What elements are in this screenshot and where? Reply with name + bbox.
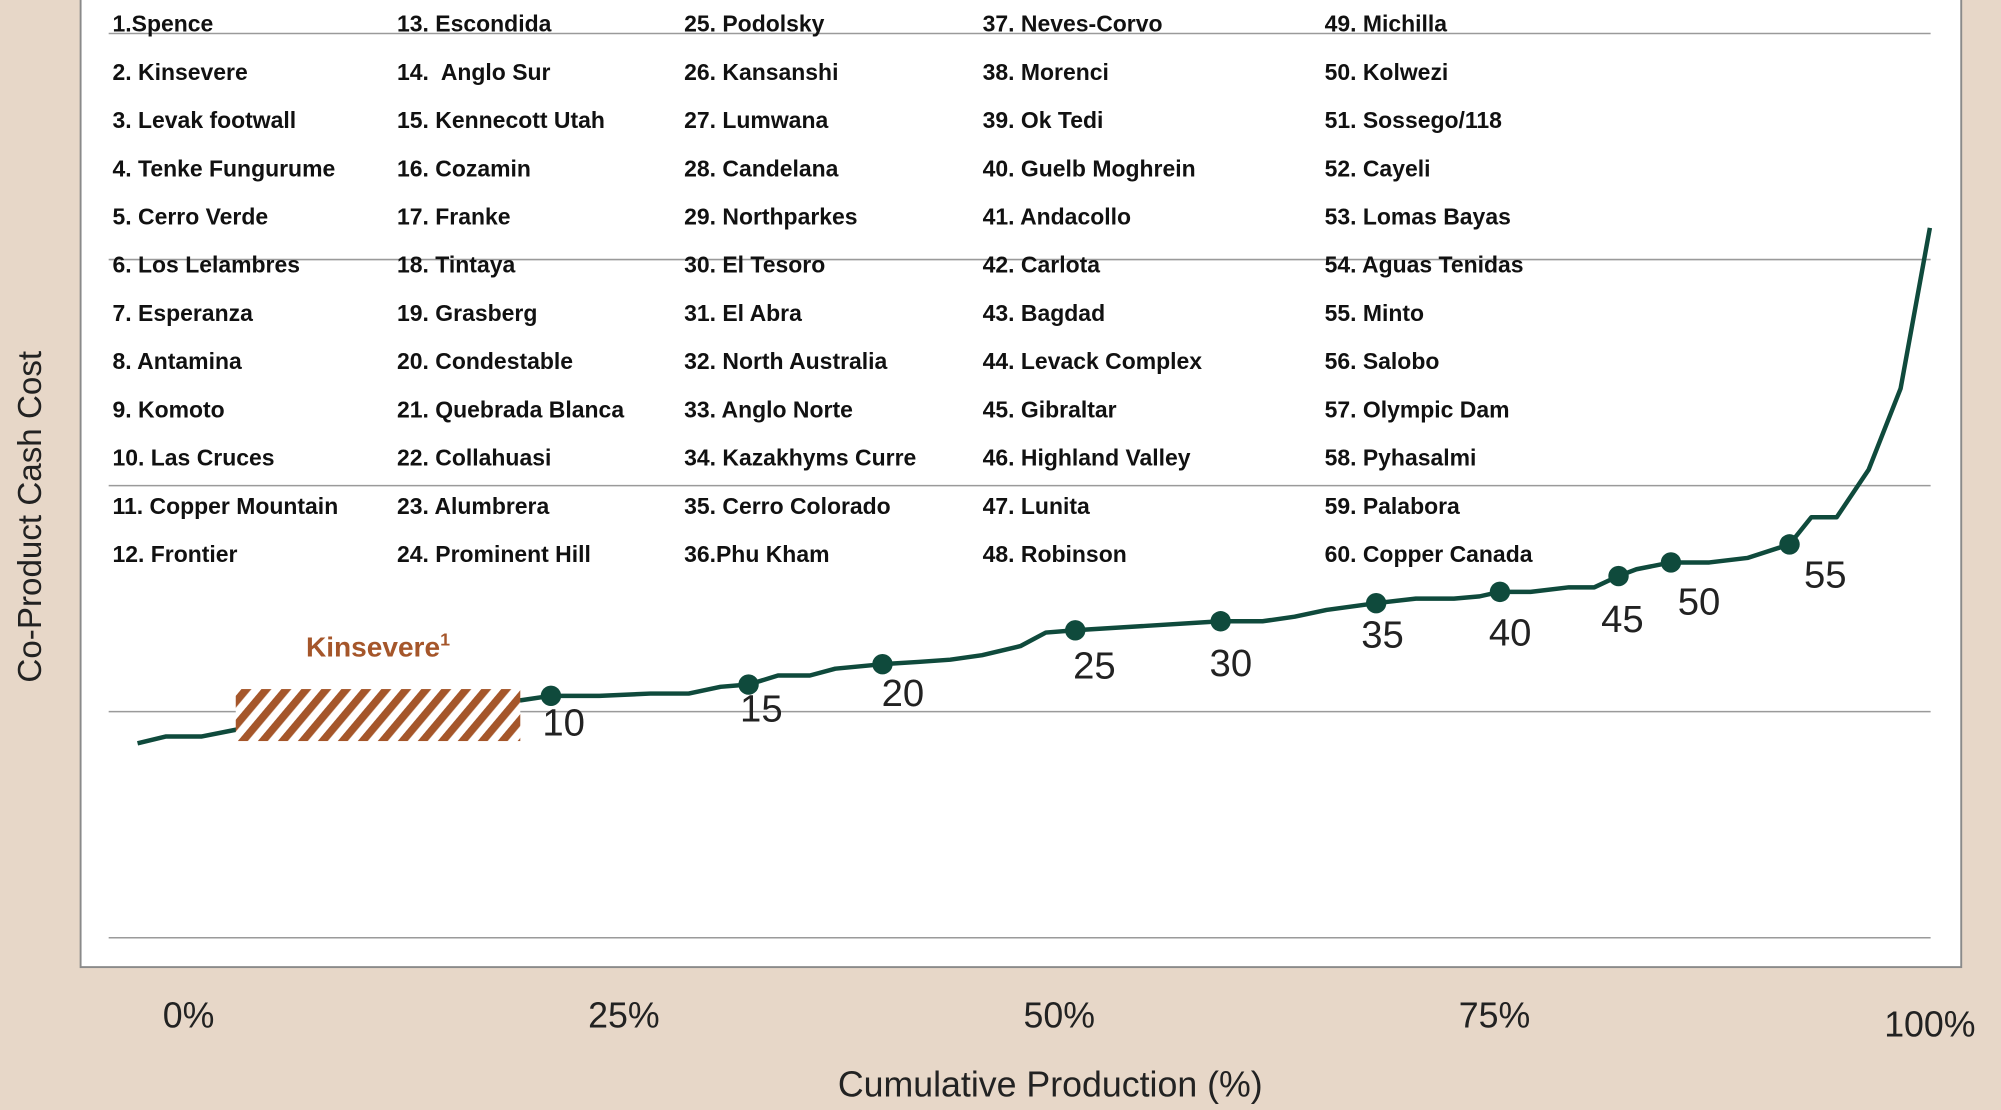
- annotation-sup: 1: [440, 629, 450, 649]
- mine-name: 57. Olympic Dam: [1325, 396, 1510, 422]
- mine-name: 4. Tenke Fungurume: [113, 155, 336, 181]
- mine-name: 21. Quebrada Blanca: [397, 396, 624, 422]
- mine-name: 43. Bagdad: [983, 300, 1105, 326]
- mine-name: 51. Sossego/118: [1325, 107, 1503, 133]
- mine-name: 38. Morenci: [983, 59, 1109, 85]
- mine-name: 18. Tintaya: [397, 252, 515, 278]
- mine-name: 47. Lunita: [983, 493, 1090, 519]
- mine-name: 40. Guelb Moghrein: [983, 155, 1196, 181]
- mine-name: 56. Salobo: [1325, 348, 1440, 374]
- x-tick-label: 0%: [163, 996, 215, 1036]
- milestone-dot: [1660, 552, 1682, 573]
- mine-name: 20. Condestable: [397, 348, 573, 374]
- milestone-label: 55: [1804, 554, 1847, 597]
- mine-name: 25. Podolsky: [684, 11, 825, 37]
- cost-curve: [137, 227, 1933, 746]
- mine-name: 1.Spence: [113, 11, 214, 37]
- mine-name: 23. Alumbrera: [397, 493, 549, 519]
- milestone-dot: [1489, 581, 1511, 603]
- milestone-label: 25: [1073, 645, 1116, 688]
- annotation: Kinsevere1: [306, 629, 450, 663]
- mine-name: 6. Los Lelambres: [113, 252, 301, 278]
- mine-name: 45. Gibraltar: [983, 396, 1117, 422]
- mine-name: 26. Kansanshi: [684, 59, 838, 85]
- mine-name: 33. Anglo Norte: [684, 396, 853, 422]
- mine-name: 41. Andacollo: [983, 203, 1131, 229]
- milestone-dot: [738, 674, 759, 695]
- mine-name: 35. Cerro Colorado: [684, 493, 891, 519]
- milestone-dot: [1210, 611, 1231, 632]
- mine-name: 8. Antamina: [113, 348, 242, 374]
- mine-name: 3. Levak footwall: [113, 107, 297, 133]
- mine-name: 37. Neves-Corvo: [983, 11, 1163, 37]
- mine-name: 44. Levack Complex: [983, 348, 1203, 374]
- plot-area: [79, 0, 1963, 969]
- x-tick-label: 100%: [1884, 1005, 1975, 1045]
- milestone-label: 40: [1489, 611, 1532, 654]
- mine-list: 1.Spence 2. Kinsevere 3. Levak footwall 4. …: [113, 11, 1533, 568]
- x-tick-label: 50%: [1023, 996, 1094, 1036]
- mine-name: 36.Phu Kham: [684, 541, 829, 567]
- milestone-label: 30: [1210, 642, 1253, 685]
- annotation-text: Kinsevere: [306, 632, 440, 663]
- mine-name: 39. Ok Tedi: [983, 107, 1104, 133]
- mine-name: 5. Cerro Verde: [113, 203, 269, 229]
- mine-name: 58. Pyhasalmi: [1325, 445, 1477, 471]
- milestone-label: 50: [1678, 581, 1721, 624]
- mine-name: 11. Copper Mountain: [113, 493, 339, 519]
- mine-name: 30. El Tesoro: [684, 252, 825, 278]
- mine-name: 46. Highland Valley: [983, 445, 1191, 471]
- x-tick-label: 25%: [588, 996, 660, 1036]
- mine-name: 10. Las Cruces: [113, 445, 275, 471]
- mine-name: 22. Collahuasi: [397, 445, 551, 471]
- milestone-dot: [1365, 592, 1387, 614]
- y-axis-label: Co-Product Cash Cost: [12, 351, 49, 683]
- mine-name: 42. Carlota: [983, 252, 1101, 278]
- mine-name: 49. Michilla: [1325, 11, 1448, 37]
- mine-name: 52. Cayeli: [1325, 155, 1431, 181]
- mine-name: 15. Kennecott Utah: [397, 107, 605, 133]
- mine-name: 55. Minto: [1325, 300, 1424, 326]
- mine-name: 31. El Abra: [684, 300, 802, 326]
- mine-name: 29. Northparkes: [684, 203, 858, 229]
- mine-name: 12. Frontier: [113, 541, 238, 567]
- milestone-label: 10: [542, 701, 585, 744]
- milestone-label: 45: [1601, 598, 1644, 641]
- mine-name: 28. Candelana: [684, 155, 839, 181]
- mine-name: 17. Franke: [397, 203, 511, 229]
- milestone-dot: [1065, 620, 1086, 641]
- mine-name: 2. Kinsevere: [113, 59, 248, 85]
- mine-name: 16. Cozamin: [397, 155, 531, 181]
- mine-name: 7. Esperanza: [113, 300, 254, 326]
- mine-name: 32. North Australia: [684, 348, 887, 374]
- x-axis-label: Cumulative Production (%): [838, 1064, 1263, 1104]
- mine-name: 13. Escondida: [397, 11, 552, 37]
- milestone-label: 35: [1361, 614, 1404, 657]
- x-tick-label: 75%: [1459, 996, 1531, 1036]
- mine-name: 48. Robinson: [983, 541, 1127, 567]
- milestone-dot: [1608, 565, 1629, 587]
- milestone-dot: [872, 653, 893, 675]
- milestone-label: 15: [740, 687, 783, 730]
- mine-name: 14. Anglo Sur: [397, 59, 551, 85]
- mine-name: 27. Lumwana: [684, 107, 828, 133]
- mine-name: 59. Palabora: [1325, 493, 1460, 519]
- mine-name: 19. Grasberg: [397, 300, 537, 326]
- milestone-dot: [540, 685, 562, 707]
- mine-name: 50. Kolwezi: [1325, 59, 1449, 85]
- mine-name: 34. Kazakhyms Curre: [684, 445, 916, 471]
- kinsevere-range: [235, 689, 521, 742]
- mine-name: 53. Lomas Bayas: [1325, 203, 1511, 229]
- mine-name: 24. Prominent Hill: [397, 541, 591, 567]
- milestone-label: 20: [882, 672, 925, 715]
- mine-name: 60. Copper Canada: [1325, 541, 1533, 567]
- mine-name: 54. Aguas Tenidas: [1325, 252, 1524, 278]
- milestone-dot: [1779, 534, 1800, 555]
- mine-name: 9. Komoto: [113, 396, 225, 422]
- plot: 0% 25% 50% 75% 100% Kinsevere1 10 15 20 25 30 35 40 4…: [137, 227, 1976, 1045]
